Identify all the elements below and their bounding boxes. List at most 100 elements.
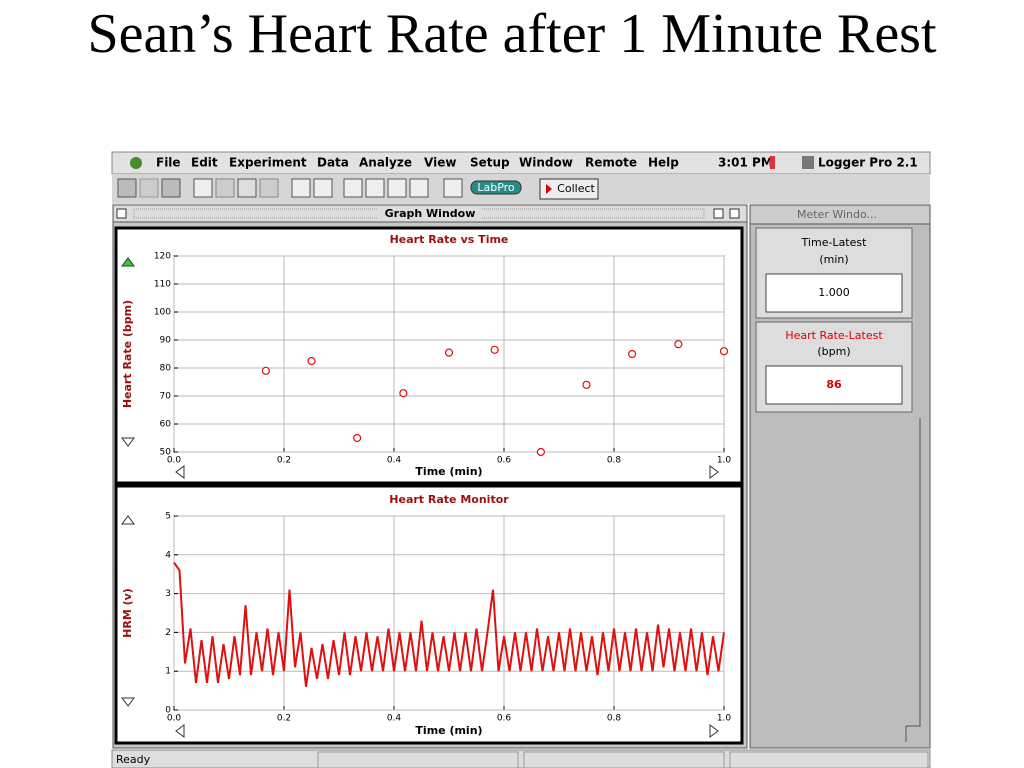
status-field <box>317 751 519 768</box>
title-backdrop <box>378 207 482 220</box>
y-axis-label: Heart Rate (bpm) <box>121 300 134 408</box>
meter-unit: (bpm) <box>817 345 850 358</box>
data-point <box>261 366 270 375</box>
scroll-up[interactable] <box>121 257 135 267</box>
y-tick-label: 0 <box>165 706 171 716</box>
menu-item[interactable]: Analyze <box>359 156 412 170</box>
meter-titlebar <box>749 204 931 225</box>
data-point <box>307 356 316 366</box>
close-box[interactable] <box>116 208 127 219</box>
collect-button[interactable] <box>539 178 599 200</box>
x-tick-label: 0.2 <box>277 456 291 466</box>
tool-button[interactable] <box>443 178 463 198</box>
menu-item[interactable]: Help <box>648 156 679 170</box>
signal-line <box>173 561 725 687</box>
data-point <box>582 380 591 389</box>
tool-button[interactable] <box>409 178 429 198</box>
menu-item[interactable]: Edit <box>191 156 218 170</box>
y-tick-label: 5 <box>165 512 171 522</box>
tool-button[interactable] <box>387 178 407 198</box>
data-point <box>628 349 637 359</box>
x-tick-label: 0.8 <box>607 714 622 724</box>
meter-value-box <box>765 365 903 405</box>
app-name[interactable]: Logger Pro 2.1 <box>818 156 918 170</box>
y-tick-label: 1 <box>165 667 171 677</box>
meter-name: Time-Latest <box>801 236 868 249</box>
status-field <box>729 751 929 768</box>
menu-item[interactable]: File <box>156 156 181 170</box>
meter-value: 1.000 <box>818 286 850 299</box>
tool-button[interactable] <box>161 178 181 198</box>
meter-unit: (min) <box>819 253 848 266</box>
data-point <box>444 348 454 357</box>
x-tick-label: 0.6 <box>497 714 512 724</box>
y-tick-label: 4 <box>165 550 171 560</box>
zoom-box[interactable] <box>713 208 724 219</box>
scroll-right[interactable] <box>709 465 719 479</box>
apple-icon[interactable] <box>130 157 142 169</box>
y-tick-label: 3 <box>165 589 171 599</box>
x-tick-label: 1.0 <box>717 714 732 724</box>
x-tick-label: 0.0 <box>167 456 182 466</box>
slide-title: Sean’s Heart Rate after 1 Minute Rest <box>87 3 937 65</box>
scroll-down[interactable] <box>121 697 135 707</box>
x-tick-label: 0.0 <box>167 714 182 724</box>
y-tick-label: 90 <box>160 336 172 346</box>
y-tick-label: 50 <box>160 448 172 458</box>
scroll-left[interactable] <box>175 465 185 479</box>
y-tick-label: 60 <box>160 420 172 430</box>
menu-items: File Edit Experiment Data Analyze View Setup Wi… <box>156 156 679 170</box>
tool-button[interactable] <box>259 178 279 198</box>
app-icon <box>802 156 814 169</box>
labpro-button[interactable] <box>470 180 522 195</box>
toolbar-icons <box>117 178 463 198</box>
collapse-box[interactable] <box>729 208 740 219</box>
x-tick-label: 1.0 <box>717 456 732 466</box>
data-point <box>353 433 362 443</box>
scroll-right[interactable] <box>709 724 719 738</box>
menu-item[interactable]: Experiment <box>229 156 307 170</box>
collect-label: Collect <box>557 182 595 195</box>
meter-name: Heart Rate-Latest <box>785 329 883 342</box>
menu-item[interactable]: View <box>424 156 456 170</box>
data-point <box>399 389 408 398</box>
tool-button[interactable] <box>343 178 363 198</box>
x-tick-label: 0.6 <box>497 456 512 466</box>
tool-button[interactable] <box>365 178 385 198</box>
graph-panel <box>114 226 744 485</box>
tool-button[interactable] <box>193 178 213 198</box>
meter-value: 86 <box>826 378 842 391</box>
status-text: Ready <box>116 753 151 766</box>
scroll-left[interactable] <box>175 724 185 738</box>
tool-button[interactable] <box>139 178 159 198</box>
menu-item[interactable]: Remote <box>585 156 637 170</box>
y-tick-label: 70 <box>160 392 172 402</box>
clock: 3:01 PM <box>718 156 773 170</box>
y-tick-label: 110 <box>154 280 171 290</box>
menu-item[interactable]: Window <box>519 156 573 170</box>
y-tick-label: 80 <box>160 364 172 374</box>
menu-item[interactable]: Setup <box>470 156 510 170</box>
tool-button[interactable] <box>215 178 235 198</box>
scroll-up[interactable] <box>121 515 135 525</box>
y-tick-label: 120 <box>154 252 171 262</box>
scroll-down[interactable] <box>121 437 135 447</box>
tool-button[interactable] <box>291 178 311 198</box>
status-field <box>523 751 725 768</box>
tool-button[interactable] <box>237 178 257 198</box>
graph-window-title: Graph Window <box>385 207 476 220</box>
tool-button[interactable] <box>117 178 137 198</box>
data-point <box>719 347 729 356</box>
menu-item[interactable]: Data <box>317 156 349 170</box>
labpro-label: LabPro <box>477 181 515 194</box>
x-tick-label: 0.4 <box>387 456 402 466</box>
chart-title: Heart Rate Monitor <box>389 493 509 506</box>
y-axis-label: HRM (v) <box>121 588 134 638</box>
x-axis-label: Time (min) <box>415 465 482 478</box>
graph-panel <box>114 484 744 745</box>
status-bar <box>111 749 931 768</box>
chart-title: Heart Rate vs Time <box>390 233 509 246</box>
tool-button[interactable] <box>313 178 333 198</box>
